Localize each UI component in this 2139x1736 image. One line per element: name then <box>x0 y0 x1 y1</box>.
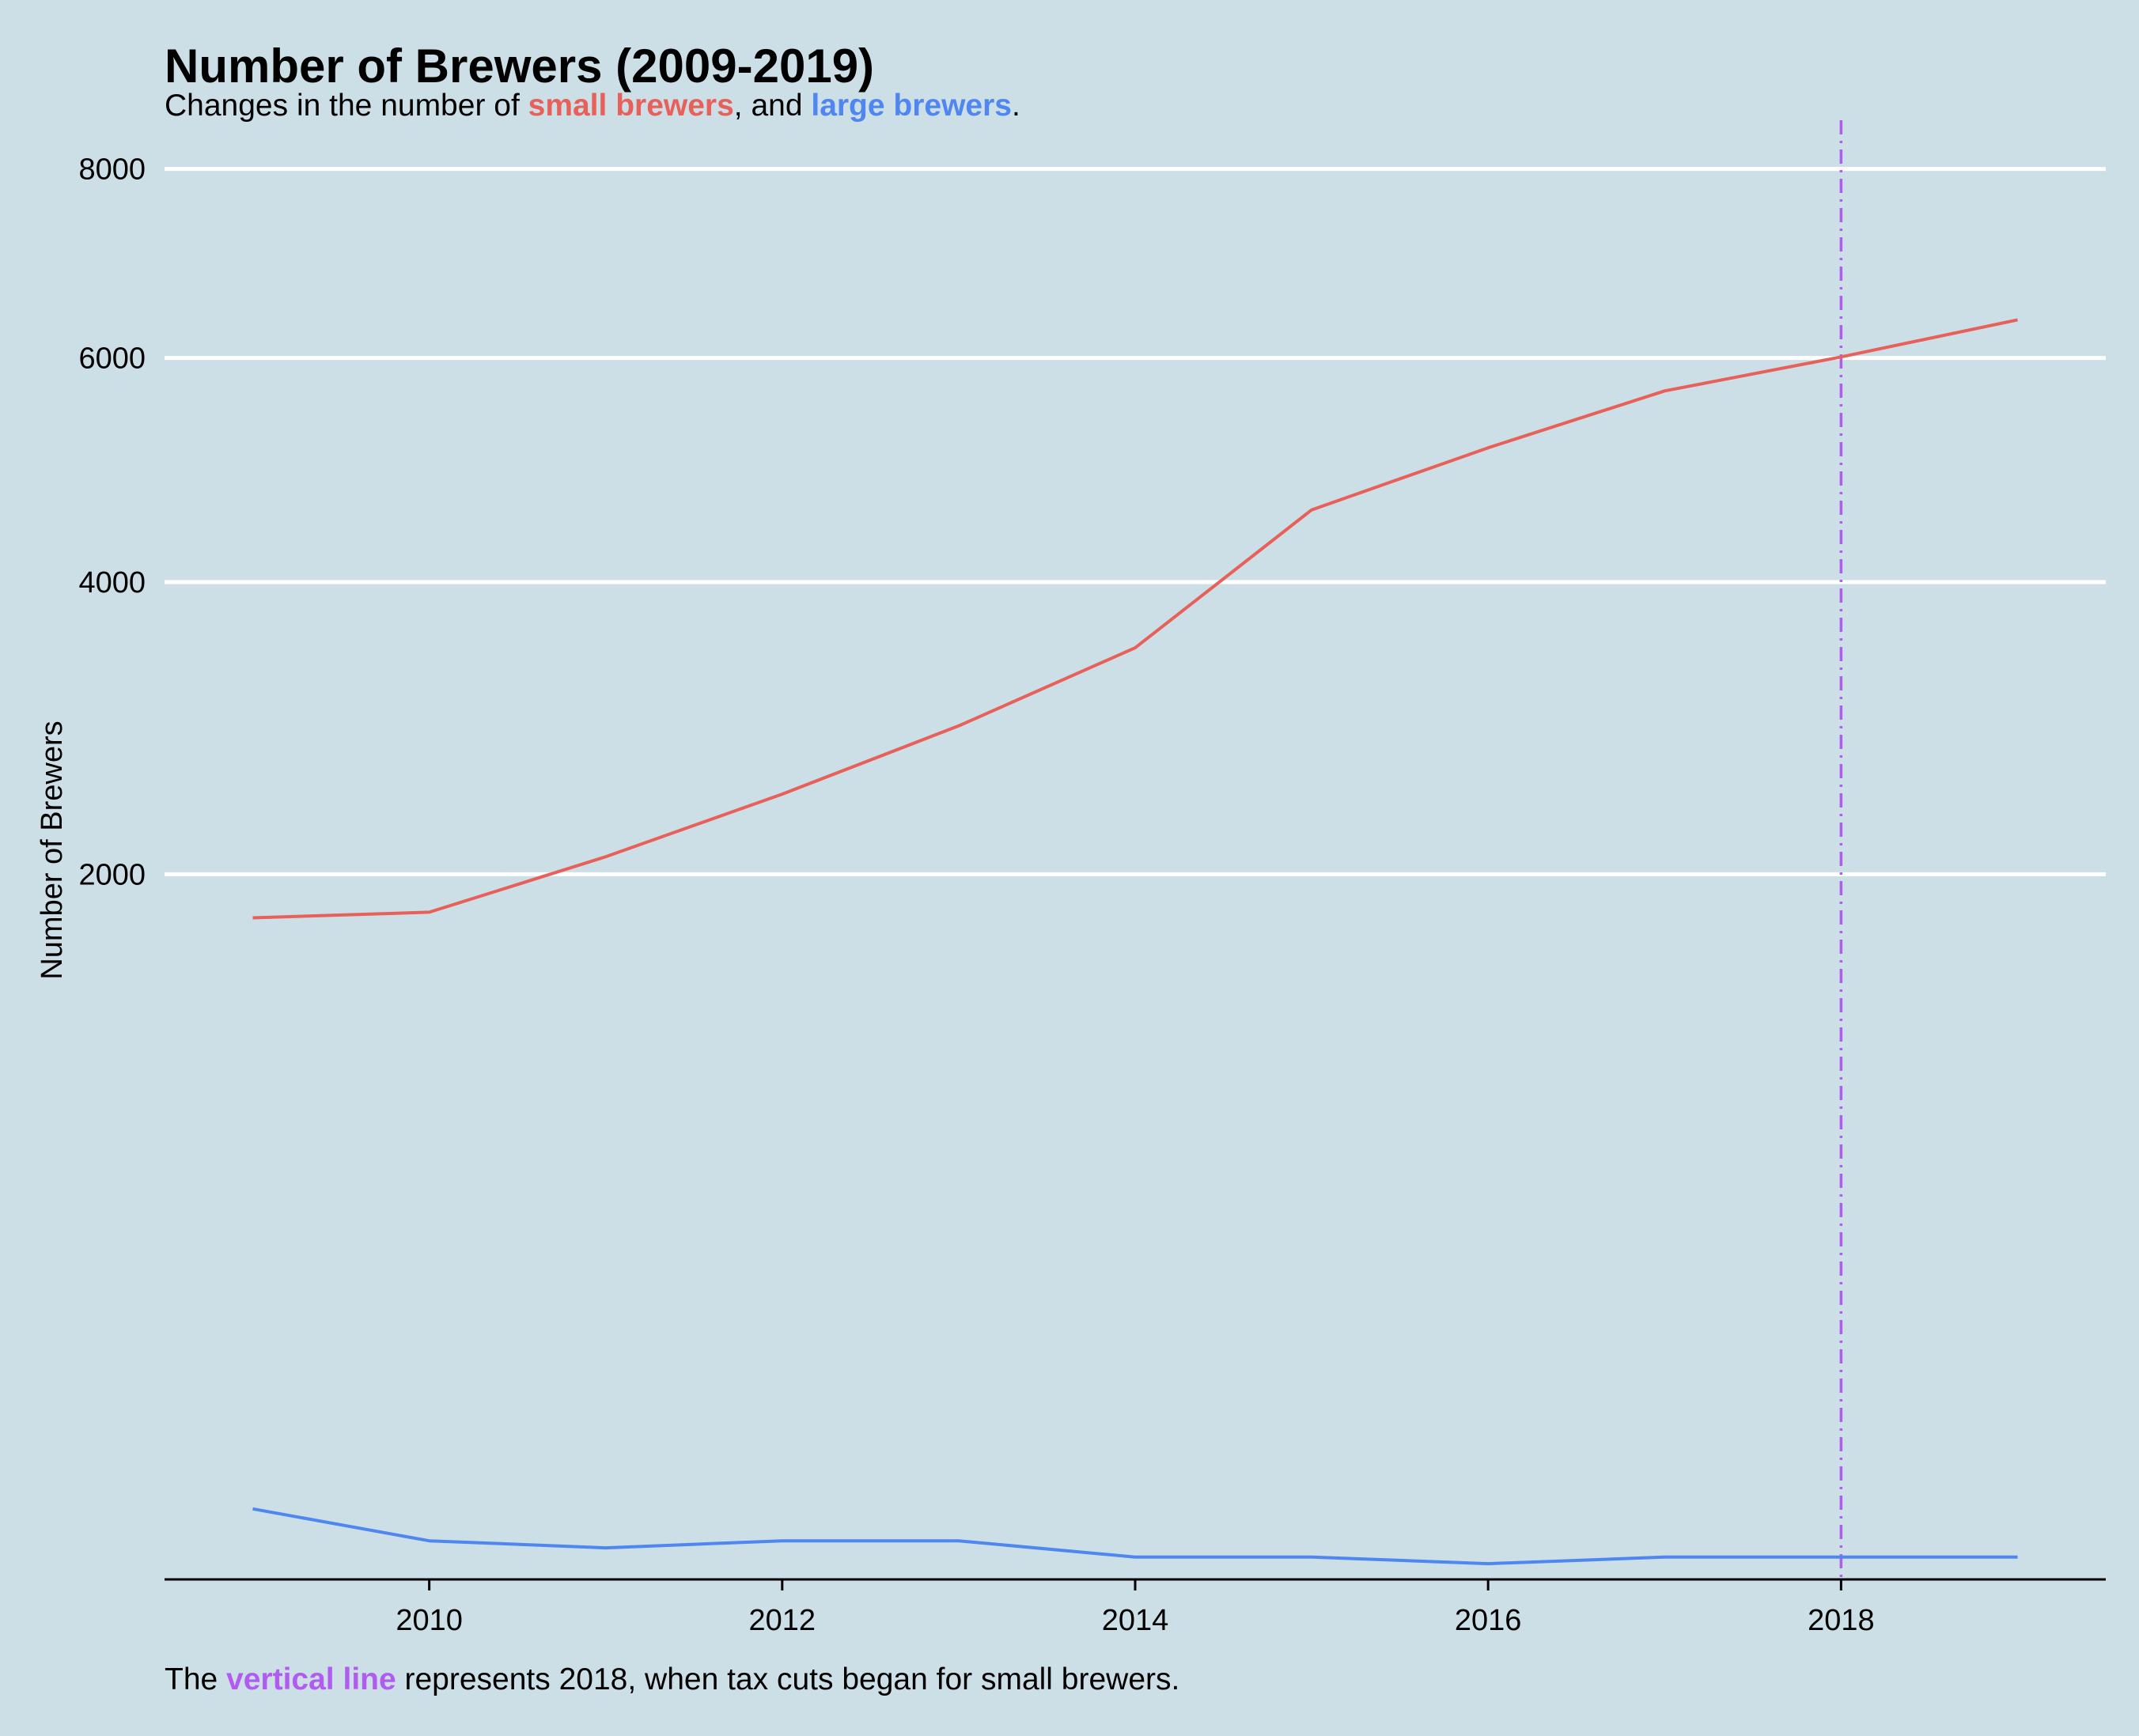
y-tick-label-8000: 8000 <box>78 153 146 187</box>
series-lines <box>252 318 2018 1566</box>
subtitle-large-brewers: large brewers <box>811 89 1012 123</box>
series-line-large-brewers <box>252 1507 2018 1566</box>
x-tick-label-2010: 2010 <box>396 1604 463 1637</box>
chart-caption: The vertical line represents 2018, when … <box>165 1662 1179 1696</box>
y-tick-label-2000: 2000 <box>78 858 146 891</box>
x-tick-label-2014: 2014 <box>1102 1604 1169 1637</box>
x-tick-label-2012: 2012 <box>749 1604 816 1637</box>
series-line-small-brewers <box>252 318 2018 920</box>
x-tick-label-2016: 2016 <box>1455 1604 1522 1637</box>
y-tick-label-4000: 4000 <box>78 566 146 599</box>
subtitle-prefix: Changes in the number of <box>165 89 528 123</box>
chart-subtitle: Changes in the number of small brewers, … <box>165 89 1020 123</box>
x-axis: 2010 2012 2014 2016 2018 <box>165 1578 2106 1637</box>
y-axis-title: Number of Brewers <box>36 720 69 979</box>
gridlines <box>165 167 2106 876</box>
caption-suffix: represents 2018, when tax cuts began for… <box>396 1662 1180 1696</box>
subtitle-middle: , and <box>734 89 812 123</box>
y-axis-ticks: 2000 4000 6000 8000 <box>78 153 146 892</box>
x-tick-label-2018: 2018 <box>1808 1604 1875 1637</box>
y-tick-label-6000: 6000 <box>78 342 146 376</box>
caption-prefix: The <box>165 1662 226 1696</box>
subtitle-small-brewers: small brewers <box>528 89 734 123</box>
subtitle-suffix: . <box>1012 89 1020 123</box>
caption-vertical-line: vertical line <box>226 1662 396 1696</box>
chart-title: Number of Brewers (2009-2019) <box>165 40 874 93</box>
